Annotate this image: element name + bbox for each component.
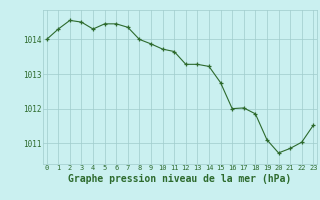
X-axis label: Graphe pression niveau de la mer (hPa): Graphe pression niveau de la mer (hPa) <box>68 174 292 184</box>
